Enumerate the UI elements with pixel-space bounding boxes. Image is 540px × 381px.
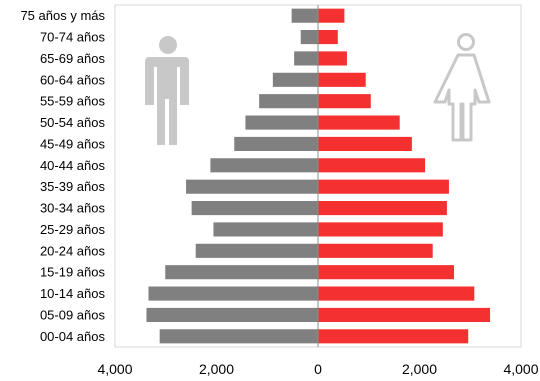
bar-left-1 [146, 307, 318, 322]
male-figure-icon [145, 36, 189, 145]
bar-right-3 [318, 265, 455, 280]
bar-right-13 [318, 51, 347, 66]
category-label-11: 55-59 años [40, 94, 106, 109]
bar-right-11 [318, 94, 371, 109]
bar-right-5 [318, 222, 443, 237]
bar-left-11 [259, 94, 318, 109]
bar-right-12 [318, 72, 366, 87]
category-label-3: 15-19 años [40, 265, 106, 280]
category-label-15: 75 años y más [20, 8, 105, 23]
bar-right-0 [318, 329, 469, 344]
category-label-9: 45-49 años [40, 136, 106, 151]
bar-right-15 [318, 8, 345, 23]
category-label-7: 35-39 años [40, 179, 106, 194]
category-label-2: 10-14 años [40, 286, 106, 301]
bar-left-15 [291, 8, 318, 23]
category-label-14: 70-74 años [40, 30, 106, 45]
female-figure-icon [433, 33, 491, 142]
category-label-8: 40-44 años [40, 158, 106, 173]
bar-right-14 [318, 30, 338, 45]
bar-left-0 [159, 329, 318, 344]
bar-left-7 [186, 179, 318, 194]
bar-left-3 [165, 265, 318, 280]
category-label-4: 20-24 años [40, 243, 106, 258]
category-label-10: 50-54 años [40, 115, 106, 130]
x-tick-label-0: 4,000 [97, 361, 132, 377]
bar-left-4 [195, 243, 318, 258]
bar-left-13 [294, 51, 318, 66]
bar-right-9 [318, 136, 412, 151]
bar-right-4 [318, 243, 433, 258]
bar-right-7 [318, 179, 449, 194]
bar-left-8 [210, 158, 318, 173]
bar-right-2 [318, 286, 475, 301]
bars-group [146, 8, 491, 344]
bar-left-10 [245, 115, 318, 130]
bar-left-12 [272, 72, 318, 87]
category-labels: 00-04 años 05-09 años 10-14 años 15-19 años… [20, 8, 105, 344]
category-label-12: 60-64 años [40, 72, 106, 87]
bar-right-8 [318, 158, 426, 173]
bar-left-9 [234, 136, 318, 151]
category-label-6: 30-34 años [40, 201, 106, 216]
bar-right-10 [318, 115, 400, 130]
x-tick-label-4: 4,000 [503, 361, 538, 377]
bar-left-2 [148, 286, 318, 301]
x-tick-label-1: 2,000 [199, 361, 234, 377]
bar-left-14 [300, 30, 318, 45]
bar-right-6 [318, 201, 447, 216]
bar-left-6 [191, 201, 318, 216]
bar-left-5 [213, 222, 318, 237]
bar-right-1 [318, 307, 491, 322]
x-tick-label-2: 0 [314, 361, 322, 377]
category-label-0: 00-04 años [40, 329, 106, 344]
x-tick-label-3: 2,000 [402, 361, 437, 377]
category-label-13: 65-69 años [40, 51, 106, 66]
category-label-1: 05-09 años [40, 307, 106, 322]
category-label-5: 25-29 años [40, 222, 106, 237]
x-tick-labels: 4,000 2,000 0 2,000 4,000 [97, 361, 538, 377]
